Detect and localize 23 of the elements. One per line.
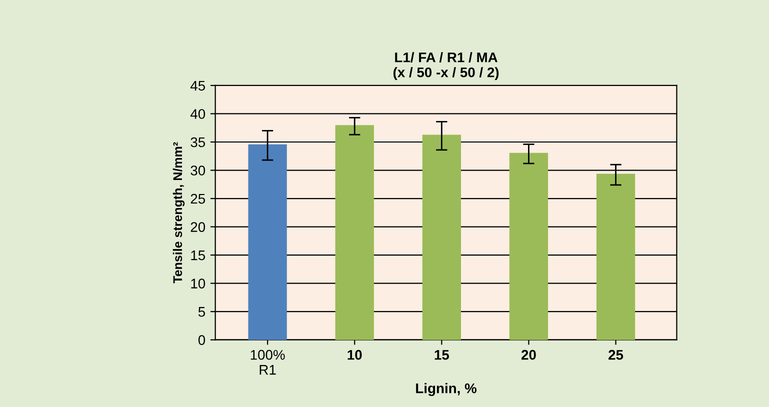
y-tick-label: 35 <box>190 137 206 148</box>
y-tick-label: 10 <box>191 278 206 288</box>
bar <box>422 134 461 340</box>
y-tick-label: 40 <box>190 109 206 119</box>
y-tick-label: 15 <box>191 250 206 260</box>
x-axis-title: Lignin, % <box>416 383 477 396</box>
bar <box>248 144 287 340</box>
y-tick-label: 25 <box>190 194 206 204</box>
y-axis-title: Tensile strength, N/mm² <box>172 142 185 284</box>
x-tick-label: 20 <box>521 350 536 360</box>
x-tick-label: 25 <box>608 350 624 360</box>
bar <box>335 125 374 340</box>
bar <box>596 174 636 340</box>
x-tick-label: 10 <box>348 350 362 360</box>
y-tick-label: 30 <box>190 166 206 176</box>
y-tick-label: 0 <box>198 335 206 346</box>
x-tick-label: 15 <box>434 350 450 360</box>
bar <box>509 152 548 340</box>
x-tick-label: 100% R1 <box>250 350 285 375</box>
y-tick-label: 20 <box>190 222 206 232</box>
chart-title: L1/ FA / R1 / MA (x / 50 -x / 50 / 2) <box>393 52 499 80</box>
y-tick-label: 5 <box>198 307 206 317</box>
y-tick-label: 45 <box>190 80 206 91</box>
